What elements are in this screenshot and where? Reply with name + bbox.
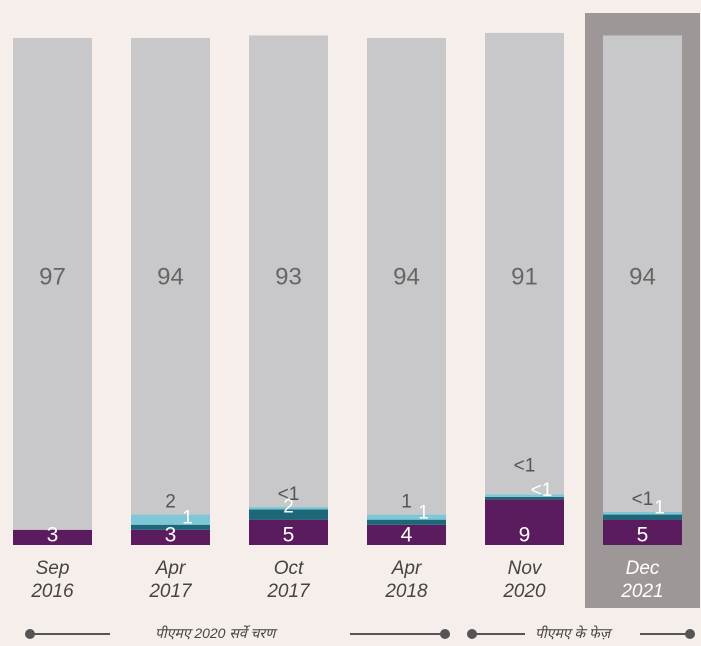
value-label: 1 bbox=[418, 503, 429, 524]
value-label: 1 bbox=[654, 498, 665, 519]
x-tick-label: Nov 2020 bbox=[503, 558, 546, 602]
bar-segment bbox=[13, 529, 92, 545]
bar-segment bbox=[13, 38, 92, 530]
value-label: 1 bbox=[182, 508, 193, 529]
value-label: 91 bbox=[511, 263, 538, 290]
bar-segment bbox=[131, 38, 210, 515]
value-label: 4 bbox=[401, 524, 413, 547]
value-label: 97 bbox=[39, 263, 66, 290]
bar-segment bbox=[367, 38, 446, 515]
bar-segment bbox=[603, 514, 682, 520]
value-label: <1 bbox=[514, 455, 536, 476]
bar-segment bbox=[603, 512, 682, 515]
bar-segment bbox=[367, 524, 446, 545]
x-tick-label: Dec 2021 bbox=[621, 558, 664, 602]
bar-segment bbox=[131, 514, 210, 525]
bar-segment bbox=[485, 496, 564, 500]
value-label: 93 bbox=[275, 263, 302, 290]
footer-right: पीएमए के फेज़ bbox=[535, 625, 611, 641]
value-label: 3 bbox=[47, 524, 59, 547]
value-label: 9 bbox=[519, 524, 531, 547]
bar-segment bbox=[485, 32, 564, 495]
x-tick-label: Apr 2017 bbox=[149, 558, 192, 602]
bar-segment bbox=[249, 509, 328, 520]
footer-left: पीएमए 2020 सर्वे चरण bbox=[155, 625, 276, 641]
value-label: <1 bbox=[531, 480, 553, 501]
bar-segment bbox=[485, 499, 564, 545]
bar-segment bbox=[131, 529, 210, 545]
x-tick-label: Apr 2018 bbox=[385, 558, 428, 602]
bar-segment bbox=[131, 524, 210, 530]
bar-segment bbox=[249, 35, 328, 507]
value-label: 2 bbox=[283, 497, 294, 518]
value-label: <1 bbox=[278, 484, 300, 505]
bar-segment bbox=[603, 35, 682, 513]
bar-segment bbox=[249, 506, 328, 510]
bar-segment bbox=[367, 519, 446, 525]
bar-segment bbox=[603, 519, 682, 545]
footer-lines bbox=[25, 629, 695, 639]
value-label: 94 bbox=[393, 263, 420, 290]
value-label: <1 bbox=[632, 489, 654, 510]
value-label: 5 bbox=[637, 524, 649, 547]
x-tick-label: Oct 2017 bbox=[267, 558, 310, 602]
value-label: 94 bbox=[629, 263, 656, 290]
value-label: 94 bbox=[157, 263, 184, 290]
bar-segment bbox=[249, 519, 328, 545]
bar-segment bbox=[485, 494, 564, 497]
value-label: 3 bbox=[165, 524, 177, 547]
value-label: 1 bbox=[401, 492, 412, 513]
value-label: 5 bbox=[283, 524, 295, 547]
x-tick-label: Sep 2016 bbox=[31, 558, 74, 602]
value-label: 2 bbox=[165, 492, 176, 513]
bar-segment bbox=[367, 514, 446, 520]
